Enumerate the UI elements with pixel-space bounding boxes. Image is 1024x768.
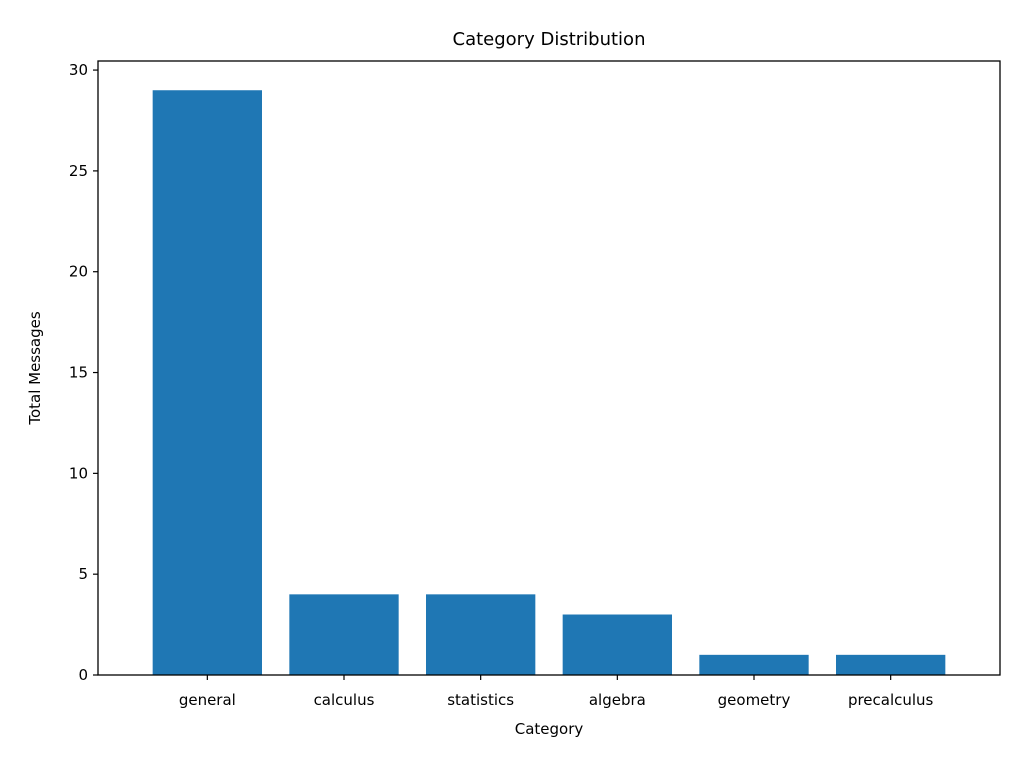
- bar-general: [152, 90, 262, 675]
- bar-algebra: [562, 614, 672, 675]
- x-tick-label-geometry: geometry: [718, 691, 791, 709]
- x-axis-label: Category: [515, 720, 584, 738]
- chart-title: Category Distribution: [453, 29, 646, 50]
- y-tick-label-5: 5: [78, 565, 88, 583]
- y-tick-label-0: 0: [78, 666, 88, 684]
- y-tick-label-10: 10: [69, 464, 88, 482]
- y-axis: 0 5 10 15 20 25 30: [69, 61, 98, 684]
- x-tick-label-general: general: [179, 691, 236, 709]
- x-tick-label-algebra: algebra: [589, 691, 646, 709]
- bar-precalculus: [836, 654, 946, 675]
- bar-geometry: [699, 654, 809, 675]
- y-tick-label-25: 25: [69, 162, 88, 180]
- plot-frame: [97, 60, 1001, 676]
- bar-statistics: [426, 594, 536, 675]
- x-tick-label-statistics: statistics: [447, 691, 514, 709]
- x-tick-label-calculus: calculus: [314, 691, 375, 709]
- y-tick-label-15: 15: [69, 364, 88, 382]
- y-tick-label-30: 30: [69, 61, 88, 79]
- bar-calculus: [289, 594, 399, 675]
- x-tick-label-precalculus: precalculus: [848, 691, 934, 709]
- bars-group: [152, 90, 946, 675]
- y-tick-label-20: 20: [69, 263, 88, 281]
- y-axis-label: Total Messages: [26, 311, 44, 426]
- x-axis: general calculus statistics algebra geometry…: [179, 675, 934, 709]
